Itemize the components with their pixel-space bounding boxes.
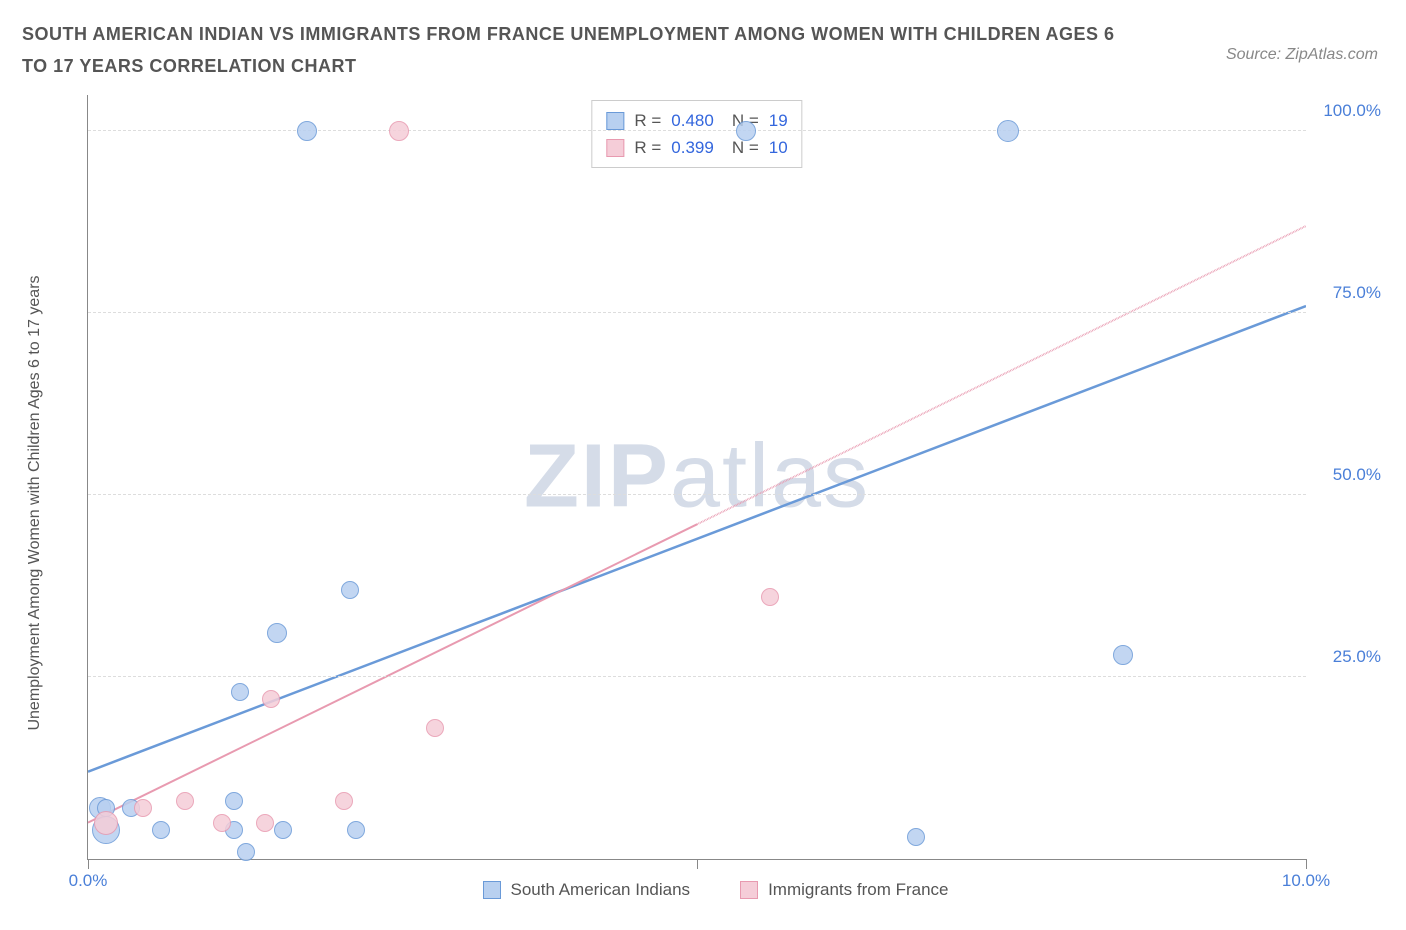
chart-title: SOUTH AMERICAN INDIAN VS IMMIGRANTS FROM…: [22, 18, 1122, 83]
data-point: [94, 811, 118, 835]
data-point: [347, 821, 365, 839]
y-tick-label: 75.0%: [1333, 283, 1381, 303]
data-point: [761, 588, 779, 606]
data-point: [274, 821, 292, 839]
watermark: ZIPatlas: [524, 426, 870, 529]
y-tick-label: 25.0%: [1333, 647, 1381, 667]
correlation-legend: R =0.480N =19R =0.399N =10: [591, 100, 802, 168]
gridline: [88, 676, 1306, 677]
chart-area: Unemployment Among Women with Children A…: [45, 95, 1386, 910]
data-point: [231, 683, 249, 701]
legend-row: R =0.399N =10: [606, 134, 787, 161]
data-point: [256, 814, 274, 832]
data-point: [335, 792, 353, 810]
data-point: [176, 792, 194, 810]
y-tick-label: 50.0%: [1333, 465, 1381, 485]
data-point: [262, 690, 280, 708]
data-point: [134, 799, 152, 817]
gridline: [88, 494, 1306, 495]
data-point: [426, 719, 444, 737]
data-point: [152, 821, 170, 839]
source-credit: Source: ZipAtlas.com: [1226, 46, 1378, 64]
trend-lines: [88, 95, 1306, 859]
x-tick-label: 0.0%: [69, 871, 108, 891]
x-tick: [1306, 859, 1307, 869]
data-point: [267, 623, 287, 643]
data-point: [237, 843, 255, 861]
data-point: [389, 121, 409, 141]
data-point: [225, 792, 243, 810]
plot-region: ZIPatlas R =0.480N =19R =0.399N =10 25.0…: [87, 95, 1306, 860]
x-tick: [88, 859, 89, 869]
x-tick: [697, 859, 698, 869]
gridline: [88, 312, 1306, 313]
data-point: [997, 120, 1019, 142]
data-point: [1113, 645, 1133, 665]
legend-item: Immigrants from France: [740, 880, 948, 900]
legend-item: South American Indians: [483, 880, 691, 900]
y-axis-label: Unemployment Among Women with Children A…: [26, 275, 44, 730]
x-tick-label: 10.0%: [1282, 871, 1330, 891]
data-point: [341, 581, 359, 599]
y-tick-label: 100.0%: [1323, 101, 1381, 121]
data-point: [736, 121, 756, 141]
data-point: [213, 814, 231, 832]
gridline: [88, 130, 1306, 131]
data-point: [297, 121, 317, 141]
series-legend: South American Indians Immigrants from Fr…: [483, 880, 949, 900]
data-point: [907, 828, 925, 846]
